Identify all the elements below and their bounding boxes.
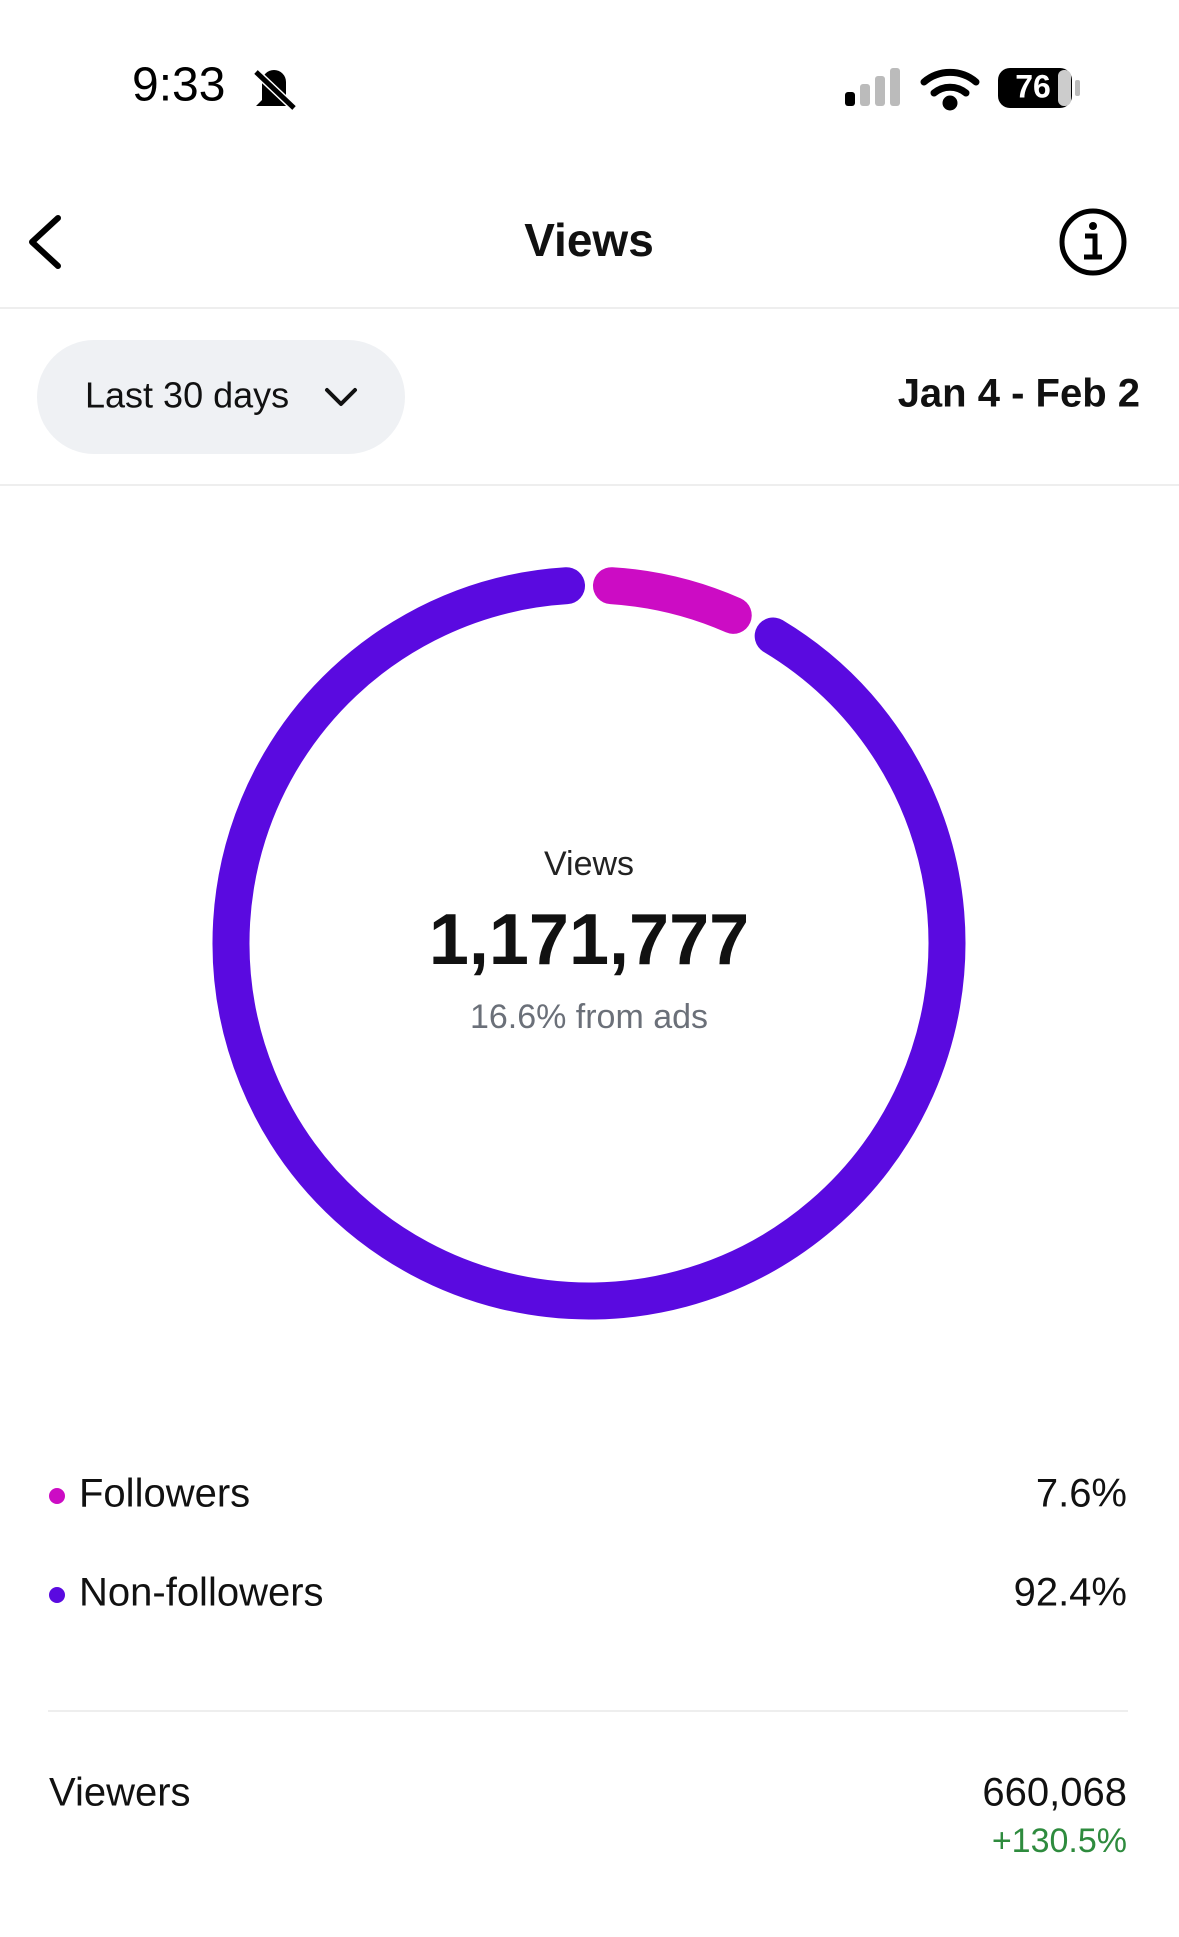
summary-change: +130.5% bbox=[992, 1822, 1127, 1860]
legend-label: Followers bbox=[79, 1472, 250, 1516]
summary-label: Viewers bbox=[49, 1771, 191, 1815]
legend: Followers 7.6% Non-followers 92.4% bbox=[49, 1472, 1127, 1615]
donut-segment bbox=[592, 567, 752, 634]
legend-value: 92.4% bbox=[1014, 1571, 1127, 1615]
wifi-icon bbox=[920, 68, 980, 111]
donut-chart bbox=[212, 567, 966, 1320]
page-title: Views bbox=[524, 214, 654, 266]
center-subtext: 16.6% from ads bbox=[470, 998, 708, 1036]
legend-label: Non-followers bbox=[79, 1571, 324, 1615]
info-button[interactable] bbox=[1059, 208, 1127, 276]
battery-level: 76 bbox=[1015, 68, 1051, 104]
date-range: Jan 4 - Feb 2 bbox=[898, 372, 1140, 416]
back-button[interactable] bbox=[29, 215, 61, 269]
legend-dot bbox=[49, 1587, 65, 1603]
period-label: Last 30 days bbox=[85, 375, 289, 416]
donut-segment bbox=[212, 567, 966, 1320]
legend-dot bbox=[49, 1488, 65, 1504]
center-label: Views bbox=[544, 845, 634, 883]
status-time: 9:33 bbox=[132, 59, 225, 112]
summary-value: 660,068 bbox=[982, 1771, 1127, 1815]
legend-value: 7.6% bbox=[1036, 1472, 1127, 1516]
mute-icon bbox=[253, 69, 297, 111]
center-value: 1,171,777 bbox=[429, 900, 749, 980]
signal-icon bbox=[845, 68, 900, 106]
period-selector[interactable]: Last 30 days bbox=[37, 340, 405, 454]
battery-icon: 76 bbox=[998, 68, 1080, 108]
